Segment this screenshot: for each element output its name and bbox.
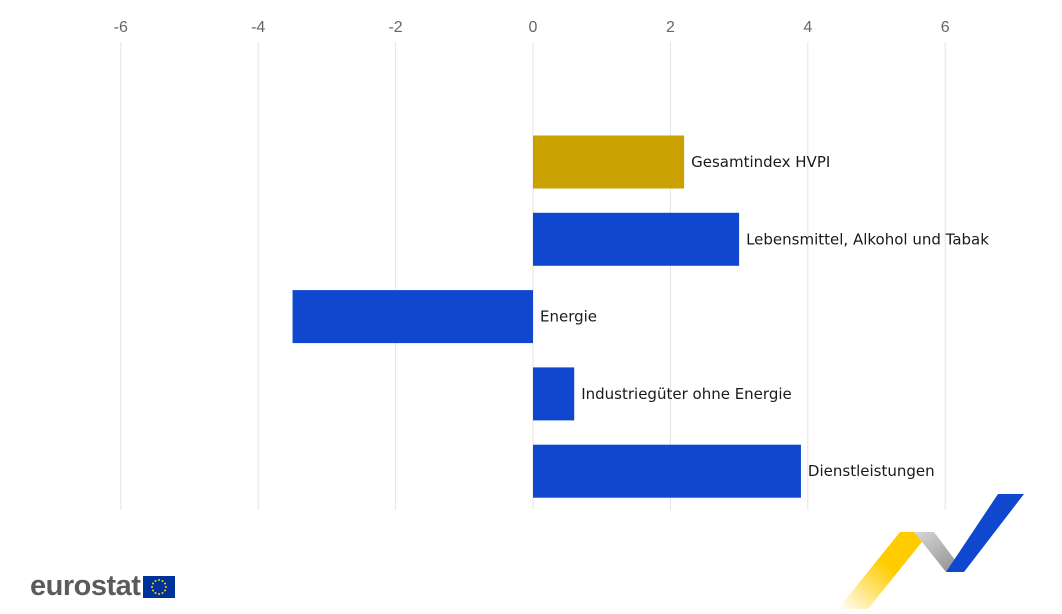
bar-label: Dienstleistungen [808,462,935,480]
eu-flag-icon [143,575,176,598]
x-axis-ticks: -6 -4 -2 0 2 4 6 [114,19,950,36]
bar [533,135,685,189]
eurostat-logo: eurostat [30,570,176,603]
x-tick-label: 6 [941,19,950,36]
x-tick-label: -4 [251,19,265,36]
bar-label: Gesamtindex HVPI [691,153,830,171]
x-tick-label: 2 [666,19,675,36]
ribbon-decoration-icon [838,494,1024,609]
logo-text: eurostat [30,570,141,602]
x-tick-label: 0 [529,19,538,36]
x-tick-label: 4 [803,19,812,36]
bar-labels: Gesamtindex HVPI Lebensmittel, Alkohol un… [540,153,989,480]
bars [292,135,801,498]
bar [533,444,801,498]
x-tick-label: -6 [114,19,128,36]
bar-label: Energie [540,308,597,326]
bar [533,212,740,266]
bar-label: Industriegüter ohne Energie [581,385,792,403]
grid-lines [120,42,946,510]
bar [292,290,533,344]
x-tick-label: -2 [388,19,402,36]
bar [533,367,575,421]
bar-label: Lebensmittel, Alkohol und Tabak [746,230,989,248]
